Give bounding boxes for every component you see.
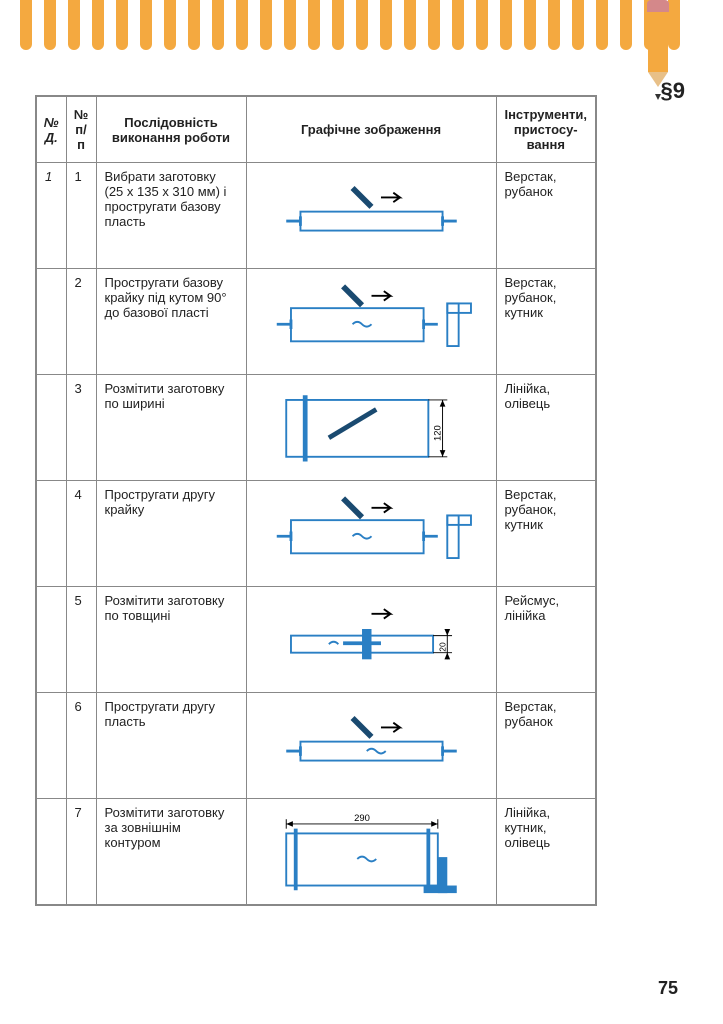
cell-n: 3 (66, 375, 96, 481)
cell-desc: Розмітити заготовку по товщині (96, 587, 246, 693)
cell-desc: Розмітити заготовку по ширині (96, 375, 246, 481)
pencil-icon (633, 0, 683, 85)
process-table: № Д. № п/п Послідовність виконання робот… (35, 95, 597, 906)
cell-diagram: 20 (246, 587, 496, 693)
cell-desc: Простругати другу пласть (96, 693, 246, 799)
header-n: № п/п (66, 96, 96, 163)
table-row: 6 Простругати другу пласть Верстак, руба… (36, 693, 596, 799)
cell-n: 2 (66, 269, 96, 375)
cell-diagram (246, 269, 496, 375)
cell-d (36, 799, 66, 906)
cell-d (36, 587, 66, 693)
cell-n: 5 (66, 587, 96, 693)
cell-d: 1 (36, 163, 66, 269)
header-d: № Д. (36, 96, 66, 163)
cell-d (36, 693, 66, 799)
cell-tools: Рейсмус, лінійка (496, 587, 596, 693)
top-stripes (0, 0, 723, 50)
header-graphic: Графічне зображення (246, 96, 496, 163)
svg-text:290: 290 (354, 813, 370, 824)
cell-diagram (246, 163, 496, 269)
svg-text:20: 20 (437, 642, 447, 652)
cell-tools: Верстак, рубанок, кутник (496, 481, 596, 587)
cell-diagram: 120 (246, 375, 496, 481)
cell-diagram (246, 693, 496, 799)
section-label: §9 (661, 78, 685, 104)
cell-n: 1 (66, 163, 96, 269)
table-row: 7 Розмітити заготовку за зовнішнім конту… (36, 799, 596, 906)
cell-n: 4 (66, 481, 96, 587)
cell-tools: Лінійка, кутник, олівець (496, 799, 596, 906)
cell-d (36, 375, 66, 481)
svg-text:120: 120 (432, 425, 443, 441)
cell-desc: Простругати другу крайку (96, 481, 246, 587)
cell-desc: Вибрати заготовку (25 x 135 x 310 мм) і … (96, 163, 246, 269)
cell-diagram (246, 481, 496, 587)
table-row: 2 Простругати базову крайку під кутом 90… (36, 269, 596, 375)
cell-desc: Простругати базову крайку під кутом 90° … (96, 269, 246, 375)
cell-tools: Верстак, рубанок (496, 693, 596, 799)
table-row: 1 1 Вибрати заготовку (25 x 135 x 310 мм… (36, 163, 596, 269)
page-number: 75 (658, 978, 678, 999)
header-desc: Послідовність виконання роботи (96, 96, 246, 163)
table-row: 4 Простругати другу крайку Верстак, руба… (36, 481, 596, 587)
cell-n: 7 (66, 799, 96, 906)
table-row: 5 Розмітити заготовку по товщині 20 Рейс… (36, 587, 596, 693)
cell-d (36, 481, 66, 587)
cell-tools: Верстак, рубанок, кутник (496, 269, 596, 375)
cell-tools: Верстак, рубанок (496, 163, 596, 269)
table-row: 3 Розмітити заготовку по ширині 120 Ліні… (36, 375, 596, 481)
cell-tools: Лінійка, олівець (496, 375, 596, 481)
cell-d (36, 269, 66, 375)
cell-n: 6 (66, 693, 96, 799)
cell-desc: Розмітити заготовку за зовнішнім контуро… (96, 799, 246, 906)
header-tools: Інструменти, пристосу- вання (496, 96, 596, 163)
cell-diagram: 290 (246, 799, 496, 906)
